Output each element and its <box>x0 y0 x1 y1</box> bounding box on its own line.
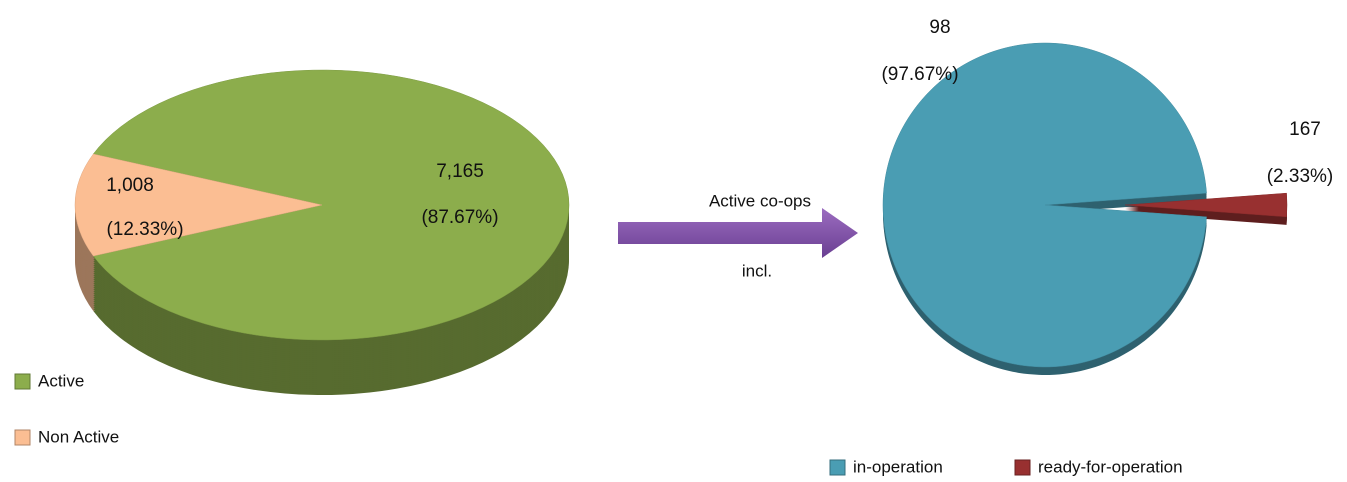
value-label: (97.67%) <box>881 64 958 85</box>
pie-slice <box>92 69 570 341</box>
legend-label: Non Active <box>38 427 119 446</box>
pie-slice <box>74 153 323 257</box>
legend-label: ready-for-operation <box>1038 457 1183 476</box>
annotation: incl. <box>742 261 772 280</box>
value-label: (2.33%) <box>1267 166 1334 187</box>
legend-swatch <box>1014 459 1031 476</box>
value-label: (12.33%) <box>106 219 183 240</box>
count-label: 98 <box>929 17 950 38</box>
pie-slice <box>1124 192 1288 218</box>
value-label: (87.67%) <box>421 207 498 228</box>
legend-label: Active <box>38 371 84 390</box>
count-label: 7,165 <box>436 161 484 182</box>
annotation: Active co-ops <box>709 191 811 210</box>
legend-swatch <box>14 373 31 390</box>
count-label: 1,008 <box>106 175 154 196</box>
legend-swatch <box>14 429 31 446</box>
legend-swatch <box>829 459 846 476</box>
arrow <box>618 208 858 258</box>
pie-slice <box>882 42 1207 368</box>
legend-label: in-operation <box>853 457 943 476</box>
count-label: 167 <box>1289 119 1321 140</box>
